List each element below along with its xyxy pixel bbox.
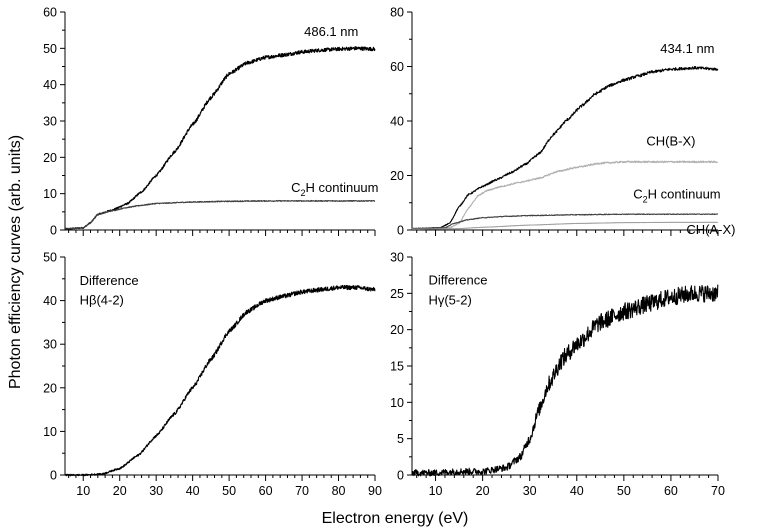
series-line-d-0 — [411, 284, 719, 477]
y-tick-label: 30 — [43, 338, 57, 352]
annotation-d-0: Difference — [428, 272, 487, 287]
y-tick-label: 40 — [43, 78, 57, 92]
x-tick-label: 10 — [429, 484, 443, 498]
panel-top-left: 0 10 20 30 40 50 60 486.1 nm C2H continuum — [43, 6, 378, 238]
x-tick-label: 80 — [332, 484, 346, 498]
x-tick-label: 40 — [570, 484, 584, 498]
series-line-a-0 — [64, 46, 376, 230]
x-tick-label: 90 — [368, 484, 382, 498]
x-tick-label: 70 — [295, 484, 309, 498]
y-tick-label: 20 — [390, 323, 404, 337]
x-tick-label: 50 — [222, 484, 236, 498]
annotation-a-0: 486.1 nm — [304, 24, 358, 39]
y-tick-label: 60 — [43, 6, 57, 20]
y-tick-label: 40 — [43, 294, 57, 308]
annotation-a-1: C2H continuum — [291, 180, 378, 198]
annotation-b-1: CH(B-X) — [646, 133, 695, 148]
annotation-c-1: Hβ(4-2) — [80, 293, 124, 308]
annotation-c-0: Difference — [80, 273, 139, 288]
annotation-b-0: 434.1 nm — [660, 41, 714, 56]
panel-top-right: 0 20 40 60 80 434.1 nm CH(B-X) C2H continuum CH(… — [390, 6, 735, 238]
y-tick-label: 10 — [43, 425, 57, 439]
y-tick-label: 0 — [50, 469, 57, 483]
series-line-b-1 — [411, 160, 718, 230]
y-tick-label: 80 — [390, 6, 404, 20]
series-line-b-3 — [411, 221, 718, 230]
series-line-a-1 — [64, 199, 376, 230]
y-tick-label: 10 — [43, 187, 57, 201]
x-tick-label: 50 — [617, 484, 631, 498]
x-tick-label: 70 — [711, 484, 725, 498]
panel-bottom-left: 10 20 30 40 50 60 70 80 90 0 10 20 30 40 50 Difference H… — [43, 251, 382, 499]
y-axis-title: Photon efficiency curves (arb. units) — [7, 135, 24, 389]
y-tick-label: 20 — [43, 381, 57, 395]
x-tick-label: 60 — [664, 484, 678, 498]
x-tick-label: 30 — [523, 484, 537, 498]
panel-bottom-right: 10 20 30 40 50 60 70 0 5 10 15 20 25 30 Difference Hγ(5… — [390, 251, 725, 499]
x-tick-label: 60 — [259, 484, 273, 498]
annotation-d-1: Hγ(5-2) — [428, 293, 471, 308]
y-tick-label: 50 — [43, 251, 57, 265]
y-tick-label: 25 — [390, 287, 404, 301]
x-tick-label: 40 — [186, 484, 200, 498]
y-tick-label: 50 — [43, 42, 57, 56]
series-line-c-0 — [64, 284, 376, 477]
y-tick-label: 30 — [43, 115, 57, 129]
x-tick-label: 30 — [149, 484, 163, 498]
y-tick-label: 5 — [397, 432, 404, 446]
series-line-b-2 — [411, 213, 719, 230]
y-tick-label: 0 — [50, 224, 57, 238]
y-tick-label: 30 — [390, 251, 404, 265]
annotation-b-3: CH(A-X) — [686, 222, 735, 237]
x-tick-label: 20 — [113, 484, 127, 498]
x-tick-label: 20 — [476, 484, 490, 498]
x-tick-label: 10 — [76, 484, 90, 498]
y-tick-label: 60 — [390, 60, 404, 74]
x-axis-title: Electron energy (eV) — [322, 510, 469, 527]
y-tick-label: 20 — [390, 169, 404, 183]
y-tick-label: 0 — [397, 469, 404, 483]
y-tick-label: 15 — [390, 360, 404, 374]
y-tick-label: 20 — [43, 151, 57, 165]
y-tick-label: 10 — [390, 396, 404, 410]
annotation-b-2: C2H continuum — [633, 187, 720, 205]
series-line-b-0 — [411, 66, 719, 230]
y-tick-label: 0 — [397, 224, 404, 238]
y-tick-label: 40 — [390, 115, 404, 129]
